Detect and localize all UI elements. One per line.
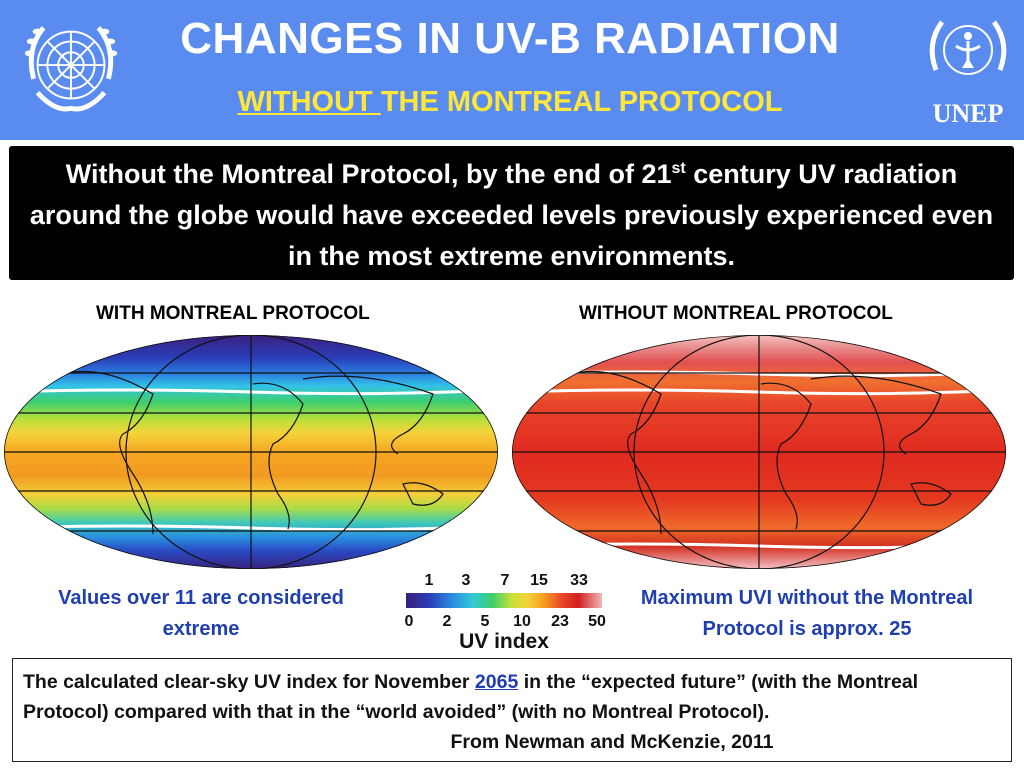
map-label-with: WITH MONTREAL PROTOCOL [96,303,370,324]
colorbar-top-tick: 7 [501,572,510,589]
colorbar-label: UV index [459,630,549,652]
source-citation: From Newman and McKenzie, 2011 [450,731,774,753]
note-max-uvi: Maximum UVI without the Montreal Protoco… [640,587,974,640]
page-subtitle: WITHOUT THE MONTREAL PROTOCOL [140,86,880,119]
colorbar-bottom-tick: 23 [551,613,569,630]
key-statement: Without the Montreal Protocol, by the en… [9,146,1014,280]
subtitle-underlined: WITHOUT [237,86,381,118]
page-title: CHANGES IN UV-B RADIATION [180,14,840,63]
uv-map-without-protocol [512,335,1006,569]
header-band: CHANGES IN UV-B RADIATION WITHOUT THE MO… [0,0,1024,140]
colorbar-bottom-tick: 5 [481,613,490,630]
unep-logo-text: UNEP [932,99,1004,128]
statement-part1: Without the Montreal Protocol, by the en… [65,159,672,189]
uv-index-colorbar: 1 3 7 15 33 0 2 5 10 23 50 UV index [405,572,606,652]
colorbar-bottom-tick: 10 [513,613,531,630]
statement-part2: century UV radiation around the globe wo… [29,159,994,271]
note-extreme-values: Values over 11 are considered extreme [58,587,344,640]
colorbar-top-tick: 15 [530,572,548,589]
unep-emblem-icon [929,20,1007,75]
colorbar-top-tick: 33 [570,572,588,589]
colorbar-bottom-tick: 2 [443,613,452,630]
statement-superscript: st [671,160,686,177]
un-emblem-icon [24,26,118,112]
source-caption: The calculated clear-sky UV index for No… [12,658,1012,762]
unep-logo: UNEP [918,10,1018,130]
colorbar-top-tick: 3 [462,572,471,589]
colorbar-bottom-tick: 0 [405,613,414,630]
colorbar-gradient [406,593,602,608]
colorbar-top-tick: 1 [425,572,434,589]
subtitle-rest: THE MONTREAL PROTOCOL [380,86,783,118]
map-label-without: WITHOUT MONTREAL PROTOCOL [579,303,893,324]
source-year-link[interactable]: 2065 [474,671,519,693]
source-text-1: The calculated clear-sky UV index for No… [23,671,475,693]
colorbar-bottom-tick: 50 [588,613,606,630]
source-text-2: in the “expected future” (with the Montr… [23,671,919,723]
uv-map-with-protocol [4,335,498,569]
